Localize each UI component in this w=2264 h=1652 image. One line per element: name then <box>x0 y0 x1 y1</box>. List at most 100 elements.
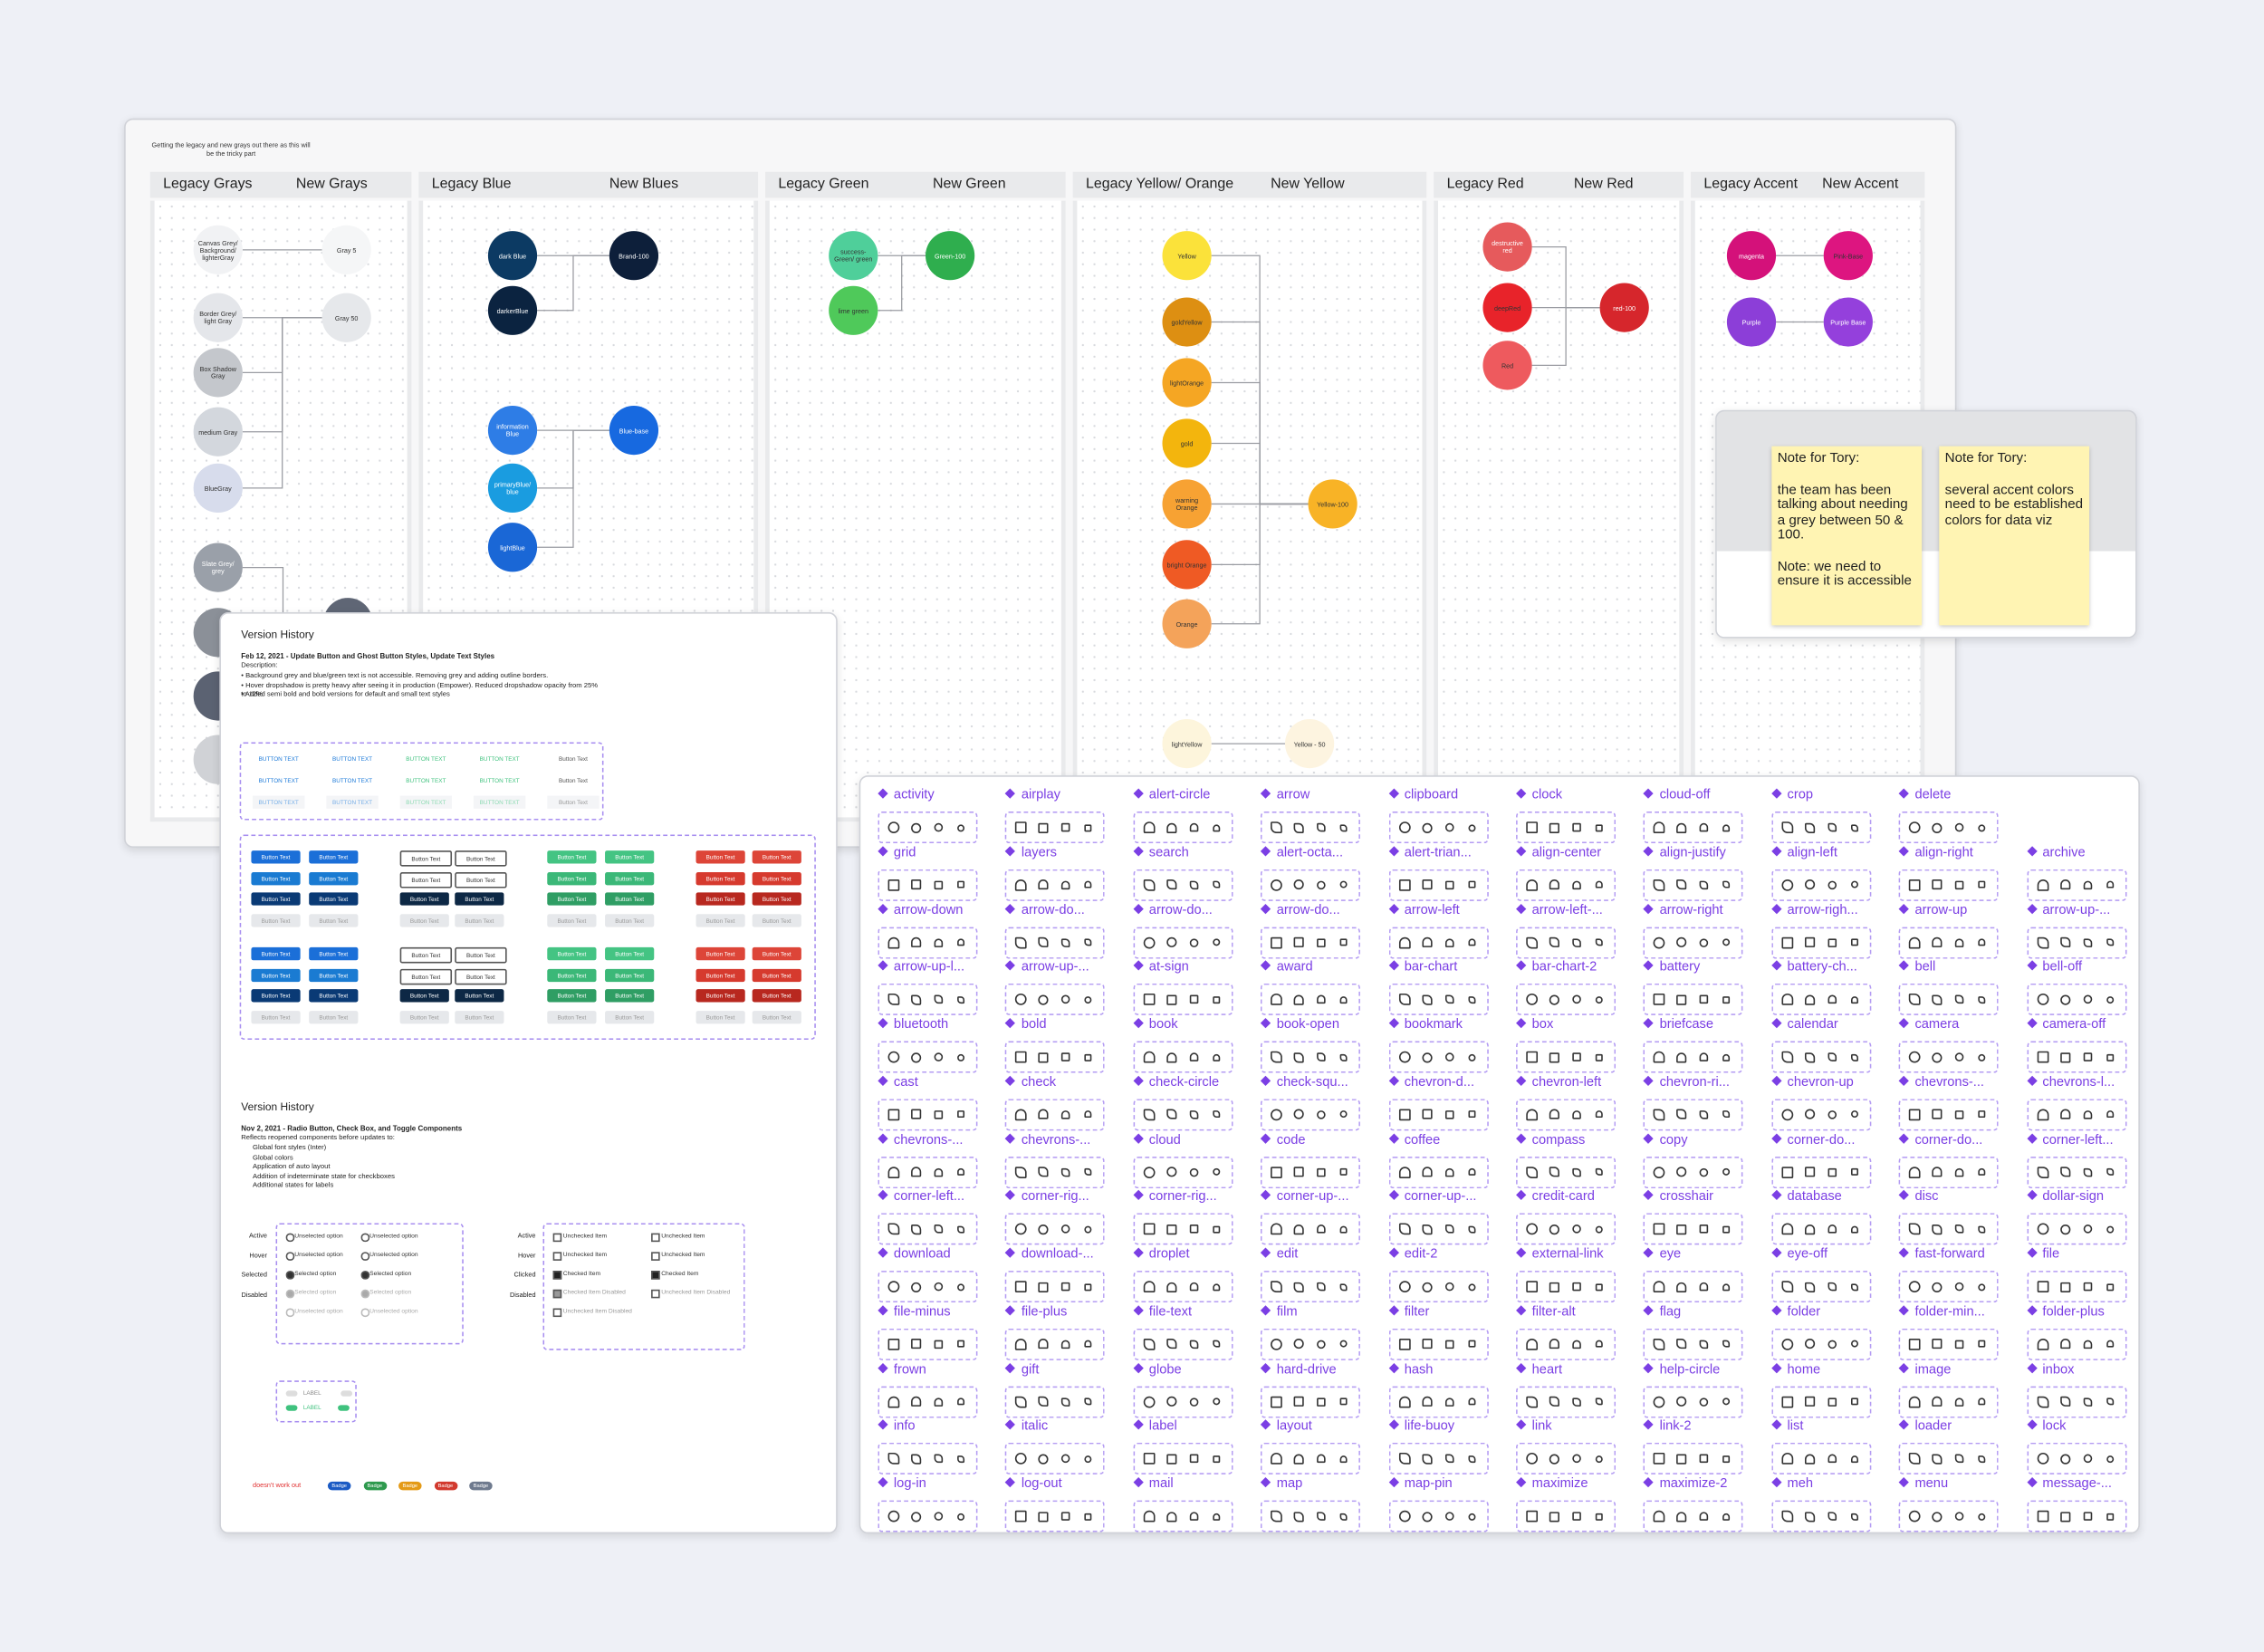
icon-variants[interactable] <box>1644 1328 1744 1360</box>
button[interactable]: Button Text <box>251 1011 301 1024</box>
button[interactable]: Button Text <box>455 850 507 867</box>
icon-variants[interactable] <box>1516 984 1616 1016</box>
icon-variants[interactable] <box>2026 926 2126 958</box>
icon-variants[interactable] <box>1133 1098 1233 1131</box>
ghost-button[interactable]: BUTTON TEXT <box>473 795 526 809</box>
button[interactable]: Button Text <box>455 1011 504 1024</box>
button[interactable]: Button Text <box>399 1011 449 1024</box>
icon-variants[interactable] <box>1516 1098 1616 1131</box>
icon-variants[interactable] <box>1261 812 1361 844</box>
icon-variants[interactable] <box>878 1443 978 1475</box>
button[interactable]: Button Text <box>547 946 597 961</box>
icon-variants[interactable] <box>1644 1041 1744 1073</box>
icon-variants[interactable] <box>878 869 978 901</box>
button[interactable]: Button Text <box>251 871 301 885</box>
icon-variants[interactable] <box>1770 869 1872 901</box>
icon-variants[interactable] <box>1261 1098 1361 1131</box>
icon-variants[interactable] <box>1388 984 1489 1016</box>
icon-variants[interactable] <box>1770 1098 1872 1131</box>
button[interactable]: Button Text <box>399 850 453 867</box>
button[interactable]: Button Text <box>455 892 504 907</box>
icon-variants[interactable] <box>878 926 978 958</box>
icon-variants[interactable] <box>1644 1271 1744 1303</box>
button[interactable]: Button Text <box>752 892 801 907</box>
button[interactable]: Button Text <box>455 914 504 927</box>
icon-variants[interactable] <box>1644 812 1744 844</box>
ghost-button[interactable]: Button Text <box>547 795 600 809</box>
icon-variants[interactable] <box>1644 1500 1744 1532</box>
icon-variants[interactable] <box>1516 1041 1616 1073</box>
icon-variants[interactable] <box>1388 1271 1489 1303</box>
icon-variants[interactable] <box>1770 1443 1872 1475</box>
icon-variants[interactable] <box>2026 1328 2126 1360</box>
ghost-button[interactable]: BUTTON TEXT <box>326 795 379 809</box>
ghost-button[interactable]: Button Text <box>559 754 588 763</box>
icon-variants[interactable] <box>1388 1098 1489 1131</box>
ghost-button[interactable]: BUTTON TEXT <box>253 795 305 809</box>
icon-variants[interactable] <box>1388 869 1489 901</box>
icon-variants[interactable] <box>1133 984 1233 1016</box>
icon-variants[interactable] <box>1133 1443 1233 1475</box>
ghost-button[interactable]: Button Text <box>559 776 588 784</box>
icon-variants[interactable] <box>1898 1098 1999 1131</box>
icon-variants[interactable] <box>1388 1443 1489 1475</box>
icon-variants[interactable] <box>1770 1156 1872 1188</box>
icon-variants[interactable] <box>1898 1271 1999 1303</box>
button[interactable]: Button Text <box>752 914 801 927</box>
button[interactable]: Button Text <box>605 946 655 961</box>
icon-variants[interactable] <box>1898 1156 1999 1188</box>
icon-variants[interactable] <box>1133 1213 1233 1245</box>
icon-variants[interactable] <box>1898 1328 1999 1360</box>
icon-variants[interactable] <box>1516 812 1616 844</box>
icon-variants[interactable] <box>1644 926 1744 958</box>
button[interactable]: Button Text <box>309 989 359 1004</box>
icon-variants[interactable] <box>1644 1213 1744 1245</box>
icon-variants[interactable] <box>1644 1385 1744 1417</box>
ghost-button[interactable]: BUTTON TEXT <box>479 754 520 763</box>
icon-variants[interactable] <box>1005 984 1106 1016</box>
button[interactable]: Button Text <box>547 1011 597 1024</box>
button[interactable]: Button Text <box>752 871 801 885</box>
icon-variants[interactable] <box>1898 926 1999 958</box>
icon-variants[interactable] <box>2026 1500 2126 1532</box>
button[interactable]: Button Text <box>696 914 745 927</box>
button[interactable]: Button Text <box>399 871 453 888</box>
icon-variants[interactable] <box>1133 926 1233 958</box>
icon-variants[interactable] <box>1133 1385 1233 1417</box>
icon-variants[interactable] <box>1261 1385 1361 1417</box>
button[interactable]: Button Text <box>605 850 655 864</box>
button[interactable]: Button Text <box>309 968 359 982</box>
ghost-button[interactable]: BUTTON TEXT <box>331 754 373 763</box>
button[interactable]: Button Text <box>752 989 801 1004</box>
icon-variants[interactable] <box>1516 1443 1616 1475</box>
icon-variants[interactable] <box>1898 1213 1999 1245</box>
icon-variants[interactable] <box>1388 1385 1489 1417</box>
button[interactable]: Button Text <box>399 968 453 984</box>
ghost-button[interactable]: BUTTON TEXT <box>331 776 373 784</box>
button[interactable]: Button Text <box>455 946 507 964</box>
button[interactable]: Button Text <box>547 850 597 864</box>
icon-variants[interactable] <box>878 812 978 844</box>
button[interactable]: Button Text <box>696 989 745 1004</box>
button[interactable]: Button Text <box>309 946 359 961</box>
icon-variants[interactable] <box>878 1213 978 1245</box>
icon-variants[interactable] <box>878 984 978 1016</box>
icon-variants[interactable] <box>878 1271 978 1303</box>
button[interactable]: Button Text <box>309 892 359 907</box>
button[interactable]: Button Text <box>752 968 801 982</box>
button[interactable]: Button Text <box>455 989 504 1004</box>
icon-variants[interactable] <box>1898 984 1999 1016</box>
icon-variants[interactable] <box>1516 1271 1616 1303</box>
button[interactable]: Button Text <box>251 946 301 961</box>
button[interactable]: Button Text <box>547 892 597 907</box>
icon-variants[interactable] <box>1770 926 1872 958</box>
icon-variants[interactable] <box>1898 1385 1999 1417</box>
icon-variants[interactable] <box>1261 926 1361 958</box>
button[interactable]: Button Text <box>547 871 597 885</box>
button[interactable]: Button Text <box>696 968 745 982</box>
button[interactable]: Button Text <box>455 871 507 888</box>
icon-variants[interactable] <box>1005 1328 1106 1360</box>
icon-variants[interactable] <box>1388 926 1489 958</box>
icon-variants[interactable] <box>1898 869 1999 901</box>
icon-variants[interactable] <box>1898 1500 1999 1532</box>
